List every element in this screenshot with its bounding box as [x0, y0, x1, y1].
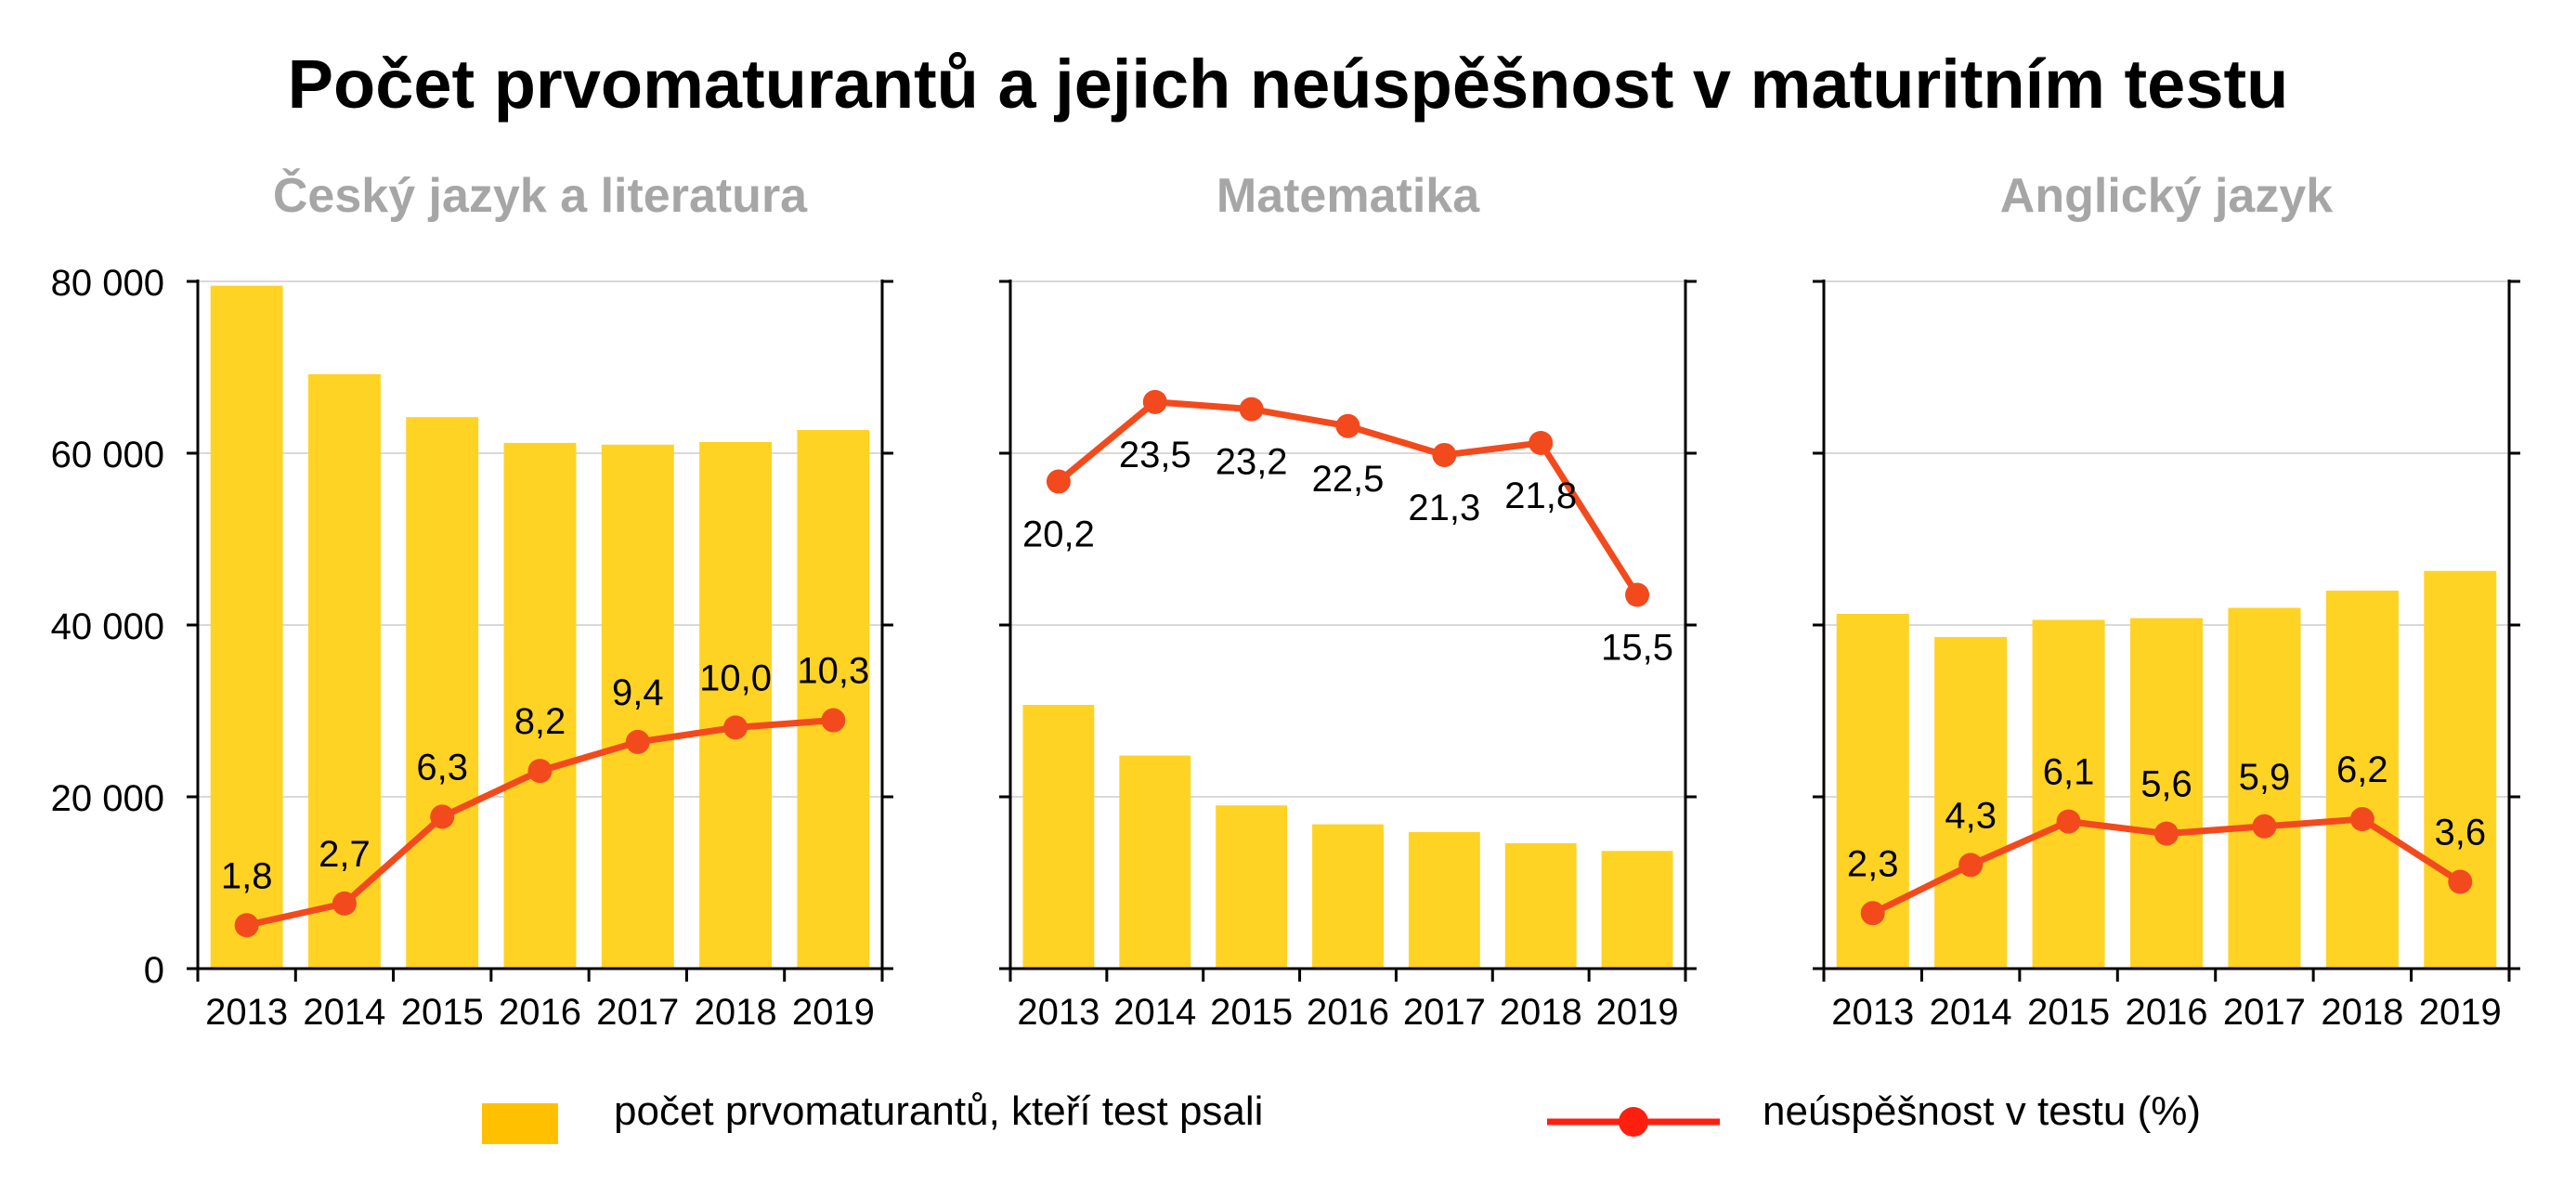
bar	[406, 417, 479, 969]
line-point	[1046, 469, 1071, 494]
data-label: 6,3	[416, 747, 468, 788]
bar	[2032, 619, 2105, 969]
line-point	[1239, 397, 1264, 422]
data-label: 22,5	[1312, 459, 1385, 500]
data-label: 2,3	[1847, 843, 1899, 884]
charts-area: Český jazyk a literatura 0 20 000 40 000 60 …	[51, 168, 2520, 1033]
x-tick-label: 2013	[1831, 992, 1914, 1033]
y-tick-label: 60 000	[51, 435, 164, 475]
x-tick-label: 2017	[1403, 992, 1486, 1033]
x-tick-label: 2014	[303, 992, 385, 1033]
x-tick-label: 2013	[1017, 992, 1099, 1033]
bar	[1504, 842, 1577, 969]
y-tick-label: 20 000	[51, 778, 164, 819]
line-point	[332, 891, 357, 916]
bar	[1216, 805, 1288, 969]
line-point	[1432, 442, 1457, 467]
line-point	[1529, 430, 1554, 455]
bar	[210, 285, 283, 969]
bar	[2129, 618, 2204, 969]
x-tick-label: 2018	[2321, 992, 2403, 1033]
data-label: 5,6	[2140, 764, 2192, 805]
data-label: 1,8	[221, 855, 273, 896]
line-point	[1142, 389, 1167, 414]
data-label: 23,5	[1119, 435, 1191, 475]
x-tick-label: 2017	[596, 992, 679, 1033]
x-tick-label: 2016	[2126, 992, 2208, 1033]
data-label: 6,1	[2043, 752, 2095, 793]
data-label: 20,2	[1022, 514, 1095, 555]
y-tick-label: 40 000	[51, 606, 164, 647]
bar	[1601, 851, 1673, 969]
panel-title: Anglický jazyk	[2000, 169, 2333, 223]
bar	[2424, 570, 2497, 969]
bar	[699, 441, 773, 970]
legend-line-marker	[1547, 1107, 1720, 1137]
legend-bar-label: počet prvomaturantů, kteří test psali	[614, 1088, 1264, 1134]
bar	[503, 442, 577, 969]
data-label: 10,0	[699, 658, 772, 698]
data-label: 9,4	[612, 672, 664, 713]
x-tick-label: 2015	[1210, 992, 1293, 1033]
bar	[1408, 831, 1480, 969]
bar	[797, 430, 870, 969]
line-point	[2448, 869, 2473, 894]
bar	[1119, 755, 1191, 969]
line-point	[527, 759, 553, 784]
data-label: 6,2	[2336, 749, 2388, 790]
bar	[2228, 607, 2301, 969]
data-label: 15,5	[1601, 628, 1673, 669]
line-point	[821, 708, 846, 733]
line-point	[1335, 413, 1360, 438]
data-label: 3,6	[2434, 813, 2486, 853]
x-tick-label: 2018	[695, 992, 777, 1033]
y-tick-label: 0	[144, 950, 164, 991]
line-point	[1860, 901, 1885, 926]
panel-title: Český jazyk a literatura	[273, 168, 808, 223]
data-label: 21,8	[1504, 475, 1577, 516]
data-label: 2,7	[319, 834, 371, 875]
line-point	[625, 729, 650, 754]
line-point	[1625, 582, 1650, 607]
line-point	[2056, 809, 2081, 834]
bar	[601, 444, 674, 969]
data-label: 10,3	[797, 651, 869, 692]
x-tick-label: 2016	[1307, 992, 1389, 1033]
legend-bar-swatch	[482, 1103, 558, 1144]
line-point	[2154, 821, 2179, 846]
x-tick-label: 2016	[499, 992, 581, 1033]
y-tick-label: 80 000	[51, 263, 164, 304]
line-point	[2349, 807, 2374, 832]
legend-line-label: neúspěšnost v testu (%)	[1763, 1088, 2202, 1134]
line-point	[723, 715, 748, 740]
bar	[1022, 705, 1095, 969]
line-point	[1958, 853, 1984, 878]
line-point	[430, 804, 455, 829]
line-point	[234, 913, 259, 938]
x-tick-label: 2017	[2223, 992, 2306, 1033]
bar	[1312, 824, 1384, 969]
line-point	[2252, 814, 2277, 839]
x-tick-label: 2014	[1113, 992, 1196, 1033]
x-tick-label: 2015	[401, 992, 484, 1033]
x-tick-label: 2019	[792, 992, 875, 1033]
panel-title: Matematika	[1216, 169, 1480, 223]
x-tick-label: 2015	[2027, 992, 2110, 1033]
bar	[1934, 636, 2008, 969]
bar	[307, 373, 381, 969]
x-tick-label: 2019	[1596, 992, 1679, 1033]
x-tick-label: 2013	[205, 992, 288, 1033]
data-label: 5,9	[2239, 757, 2291, 798]
x-tick-label: 2014	[1930, 992, 2012, 1033]
chart-title: Počet prvomaturantů a jejich neúspěšnost…	[287, 46, 2289, 123]
x-tick-label: 2018	[1500, 992, 1582, 1033]
data-label: 4,3	[1945, 795, 1997, 836]
data-label: 21,3	[1408, 488, 1480, 528]
legend-line-dot	[1619, 1107, 1648, 1137]
bar	[2325, 591, 2399, 969]
data-label: 23,2	[1216, 442, 1288, 483]
data-label: 8,2	[514, 701, 566, 742]
x-tick-label: 2019	[2419, 992, 2502, 1033]
